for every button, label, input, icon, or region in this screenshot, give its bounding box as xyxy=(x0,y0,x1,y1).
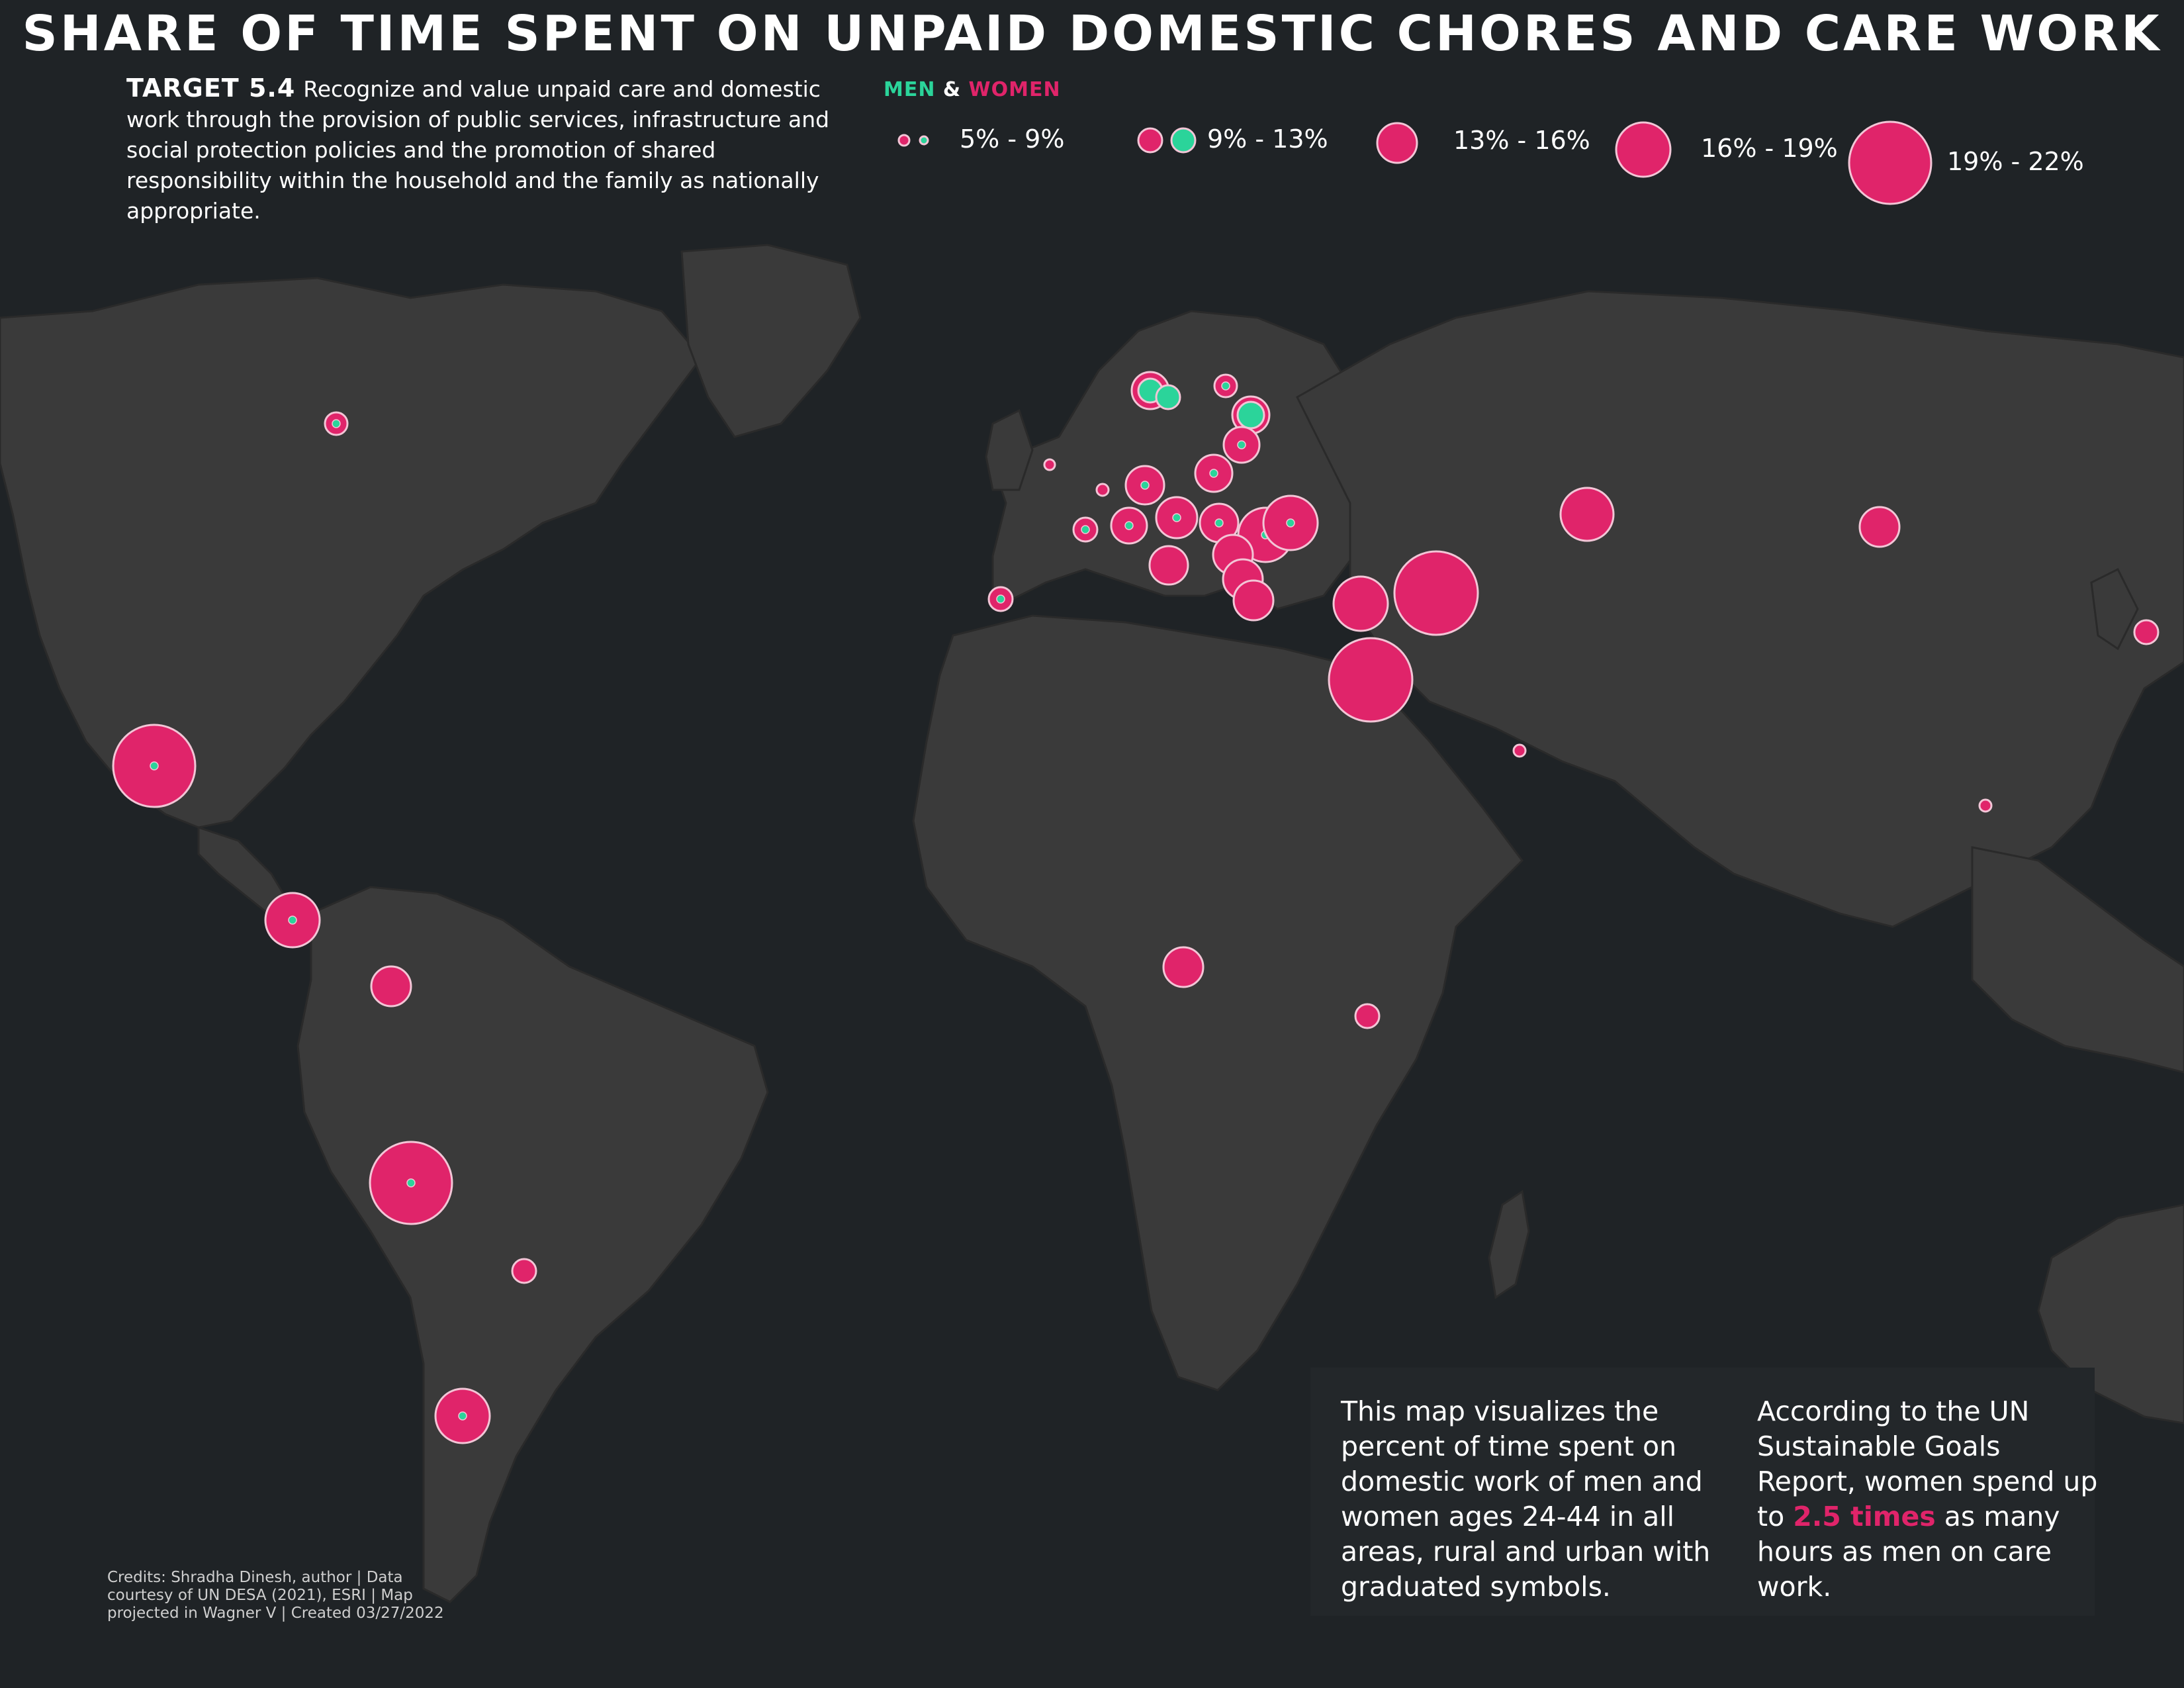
men-bubble xyxy=(1140,481,1150,490)
men-bubble xyxy=(1236,400,1265,430)
men-bubble xyxy=(150,761,159,771)
legend-class-2: 9% - 13% xyxy=(1207,124,1328,154)
legend-class-1: 5% - 9% xyxy=(960,124,1065,154)
men-bubble xyxy=(1237,440,1246,449)
legend-symbols xyxy=(897,120,1933,205)
legend-men-symbol xyxy=(919,135,929,146)
men-bubble xyxy=(288,915,297,925)
legend-women-label: WOMEN xyxy=(968,78,1061,101)
women-bubble xyxy=(1162,946,1205,988)
north-america-landmass xyxy=(0,277,703,829)
legend-men-label: MEN xyxy=(884,78,936,101)
target-text: Recognize and value unpaid care and dome… xyxy=(126,76,830,224)
women-bubble xyxy=(1232,579,1275,622)
women-bubble xyxy=(370,965,412,1008)
legend-class-4: 16% - 19% xyxy=(1701,134,1838,163)
women-bubble xyxy=(1354,1003,1381,1029)
land-masses xyxy=(0,244,2184,1603)
women-bubble xyxy=(1148,545,1189,586)
target-description: TARGET 5.4 Recognize and value unpaid car… xyxy=(126,73,841,226)
women-bubble xyxy=(1043,458,1056,471)
men-bubble xyxy=(1124,521,1134,530)
southeast-asia-landmass xyxy=(1971,846,2184,1074)
women-bubble xyxy=(1332,575,1389,632)
callout-right-pre: According to the UN Sustainable Goals Re… xyxy=(1757,1395,2098,1532)
africa-landmass xyxy=(912,614,1524,1391)
men-bubble xyxy=(1209,469,1218,478)
uk-landmass xyxy=(985,408,1034,491)
legend-amp: & xyxy=(942,78,962,101)
legend-women-symbol xyxy=(1376,122,1418,164)
men-bubble xyxy=(1286,518,1295,528)
legend-women-symbol xyxy=(1848,120,1933,205)
men-bubble xyxy=(1155,384,1181,410)
men-bubble xyxy=(406,1178,416,1188)
legend-women-symbol xyxy=(897,134,911,147)
men-bubble xyxy=(1081,525,1090,534)
men-bubble xyxy=(1221,381,1230,391)
women-bubble xyxy=(1512,743,1527,758)
greenland-landmass xyxy=(680,244,862,438)
women-bubble xyxy=(1978,798,1993,813)
legend-men-symbol xyxy=(1170,127,1197,154)
women-bubble xyxy=(1559,487,1615,542)
women-bubble xyxy=(1393,550,1479,636)
madagascar-landmass xyxy=(1488,1190,1530,1299)
women-bubble xyxy=(1858,506,1901,548)
callout-right-post: as many hours as men on care work. xyxy=(1757,1501,2060,1603)
women-bubble xyxy=(1328,637,1414,723)
women-bubble xyxy=(2133,619,2160,645)
women-bubble xyxy=(511,1258,537,1284)
men-bubble xyxy=(1214,518,1224,528)
page-title: SHARE OF TIME SPENT ON UNPAID DOMESTIC C… xyxy=(22,5,2162,62)
men-bubble xyxy=(458,1411,467,1421)
credits-text: Credits: Shradha Dinesh, author | Data c… xyxy=(107,1569,444,1622)
callout-left-text: This map visualizes the percent of time … xyxy=(1341,1395,1711,1603)
callout-highlight: 2.5 times xyxy=(1793,1501,1936,1532)
women-bubble xyxy=(1095,483,1110,497)
legend-women-symbol xyxy=(1137,127,1163,154)
legend-class-5: 19% - 22% xyxy=(1947,147,2084,176)
south-america-landmass xyxy=(296,886,769,1603)
legend-women-symbol xyxy=(1615,121,1672,178)
info-callout: This map visualizes the percent of time … xyxy=(1310,1368,2097,1616)
country-bubbles xyxy=(112,371,2160,1444)
legend-heading: MEN & WOMEN xyxy=(884,78,1061,101)
legend-class-3: 13% - 16% xyxy=(1453,126,1590,155)
men-bubble xyxy=(332,419,341,428)
japan-landmass xyxy=(2090,567,2139,651)
callout-right-text: According to the UN Sustainable Goals Re… xyxy=(1757,1394,2101,1605)
men-bubble xyxy=(996,594,1005,604)
men-bubble xyxy=(1172,513,1181,522)
target-label: TARGET 5.4 xyxy=(126,73,296,103)
